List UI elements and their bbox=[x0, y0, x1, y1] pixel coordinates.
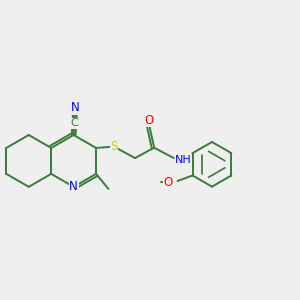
Text: N: N bbox=[70, 101, 80, 114]
Text: NH: NH bbox=[175, 155, 192, 165]
Text: O: O bbox=[164, 176, 173, 189]
Text: C: C bbox=[70, 118, 78, 128]
Text: O: O bbox=[145, 114, 154, 127]
Text: S: S bbox=[110, 140, 118, 153]
Text: N: N bbox=[69, 180, 78, 193]
